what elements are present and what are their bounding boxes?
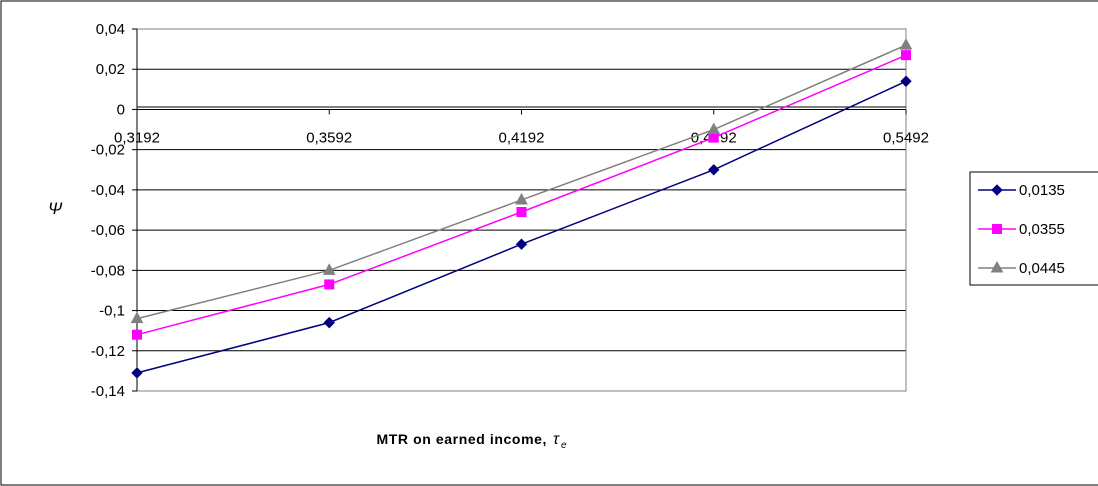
data-point [901,50,911,61]
series-0 [131,75,912,379]
legend-marker [991,184,1003,196]
y-tick-label: 0,04 [96,21,125,38]
y-tick-label: -0,12 [91,343,125,360]
legend-marker [990,260,1004,273]
data-point [899,38,913,50]
x-axis-label: MTR on earned income, [376,431,547,447]
legend-marker [992,224,1002,234]
y-tick-label: -0,1 [99,303,125,320]
x-axis-symbol: τ [553,431,560,448]
data-point [707,122,721,135]
y-tick-label: -0,04 [91,182,125,199]
x-axis-symbol-subscript: e [561,440,567,451]
data-point [515,238,528,250]
series-2 [130,38,913,324]
data-point [323,316,335,329]
y-tick-label: -0,08 [91,262,125,279]
y-tick-label: -0,14 [91,383,125,400]
legend-label: 0,0445 [1019,260,1065,277]
y-tick-label: 0,02 [96,61,125,78]
y-tick-labels: 0,04 0,02 0 -0,02 -0,04 -0,06 -0,08 -0,1 -0,12 -0… [91,21,137,400]
x-tick-label: 0,3592 [306,129,352,146]
data-point [515,192,528,205]
y-tick-label: -0,02 [91,142,125,159]
y-tick-label: 0 [117,101,125,118]
data-point [131,367,143,379]
y-tick-label: -0,06 [91,222,125,239]
legend-item: 0,0445 [978,260,1065,277]
x-tick-label: 0,5492 [883,129,929,146]
series [130,38,913,379]
legend: 0,0135 0,0355 0,0445 [969,171,1098,286]
data-point [708,132,719,143]
x-tick-label: 0,3192 [114,129,160,146]
data-point [708,164,720,176]
legend-item: 0,0355 [978,221,1065,238]
data-point [132,329,142,340]
legend-item: 0,0135 [978,182,1065,199]
x-tick-label: 0,4192 [499,129,545,146]
legend-label: 0,0135 [1019,182,1065,199]
data-point [130,311,144,324]
data-point [322,263,336,275]
legend-label: 0,0355 [1019,221,1065,238]
data-point [516,207,527,218]
series-1 [132,50,911,340]
data-point [324,279,335,290]
data-point [900,75,912,87]
y-axis-label: Ψ [48,199,63,218]
